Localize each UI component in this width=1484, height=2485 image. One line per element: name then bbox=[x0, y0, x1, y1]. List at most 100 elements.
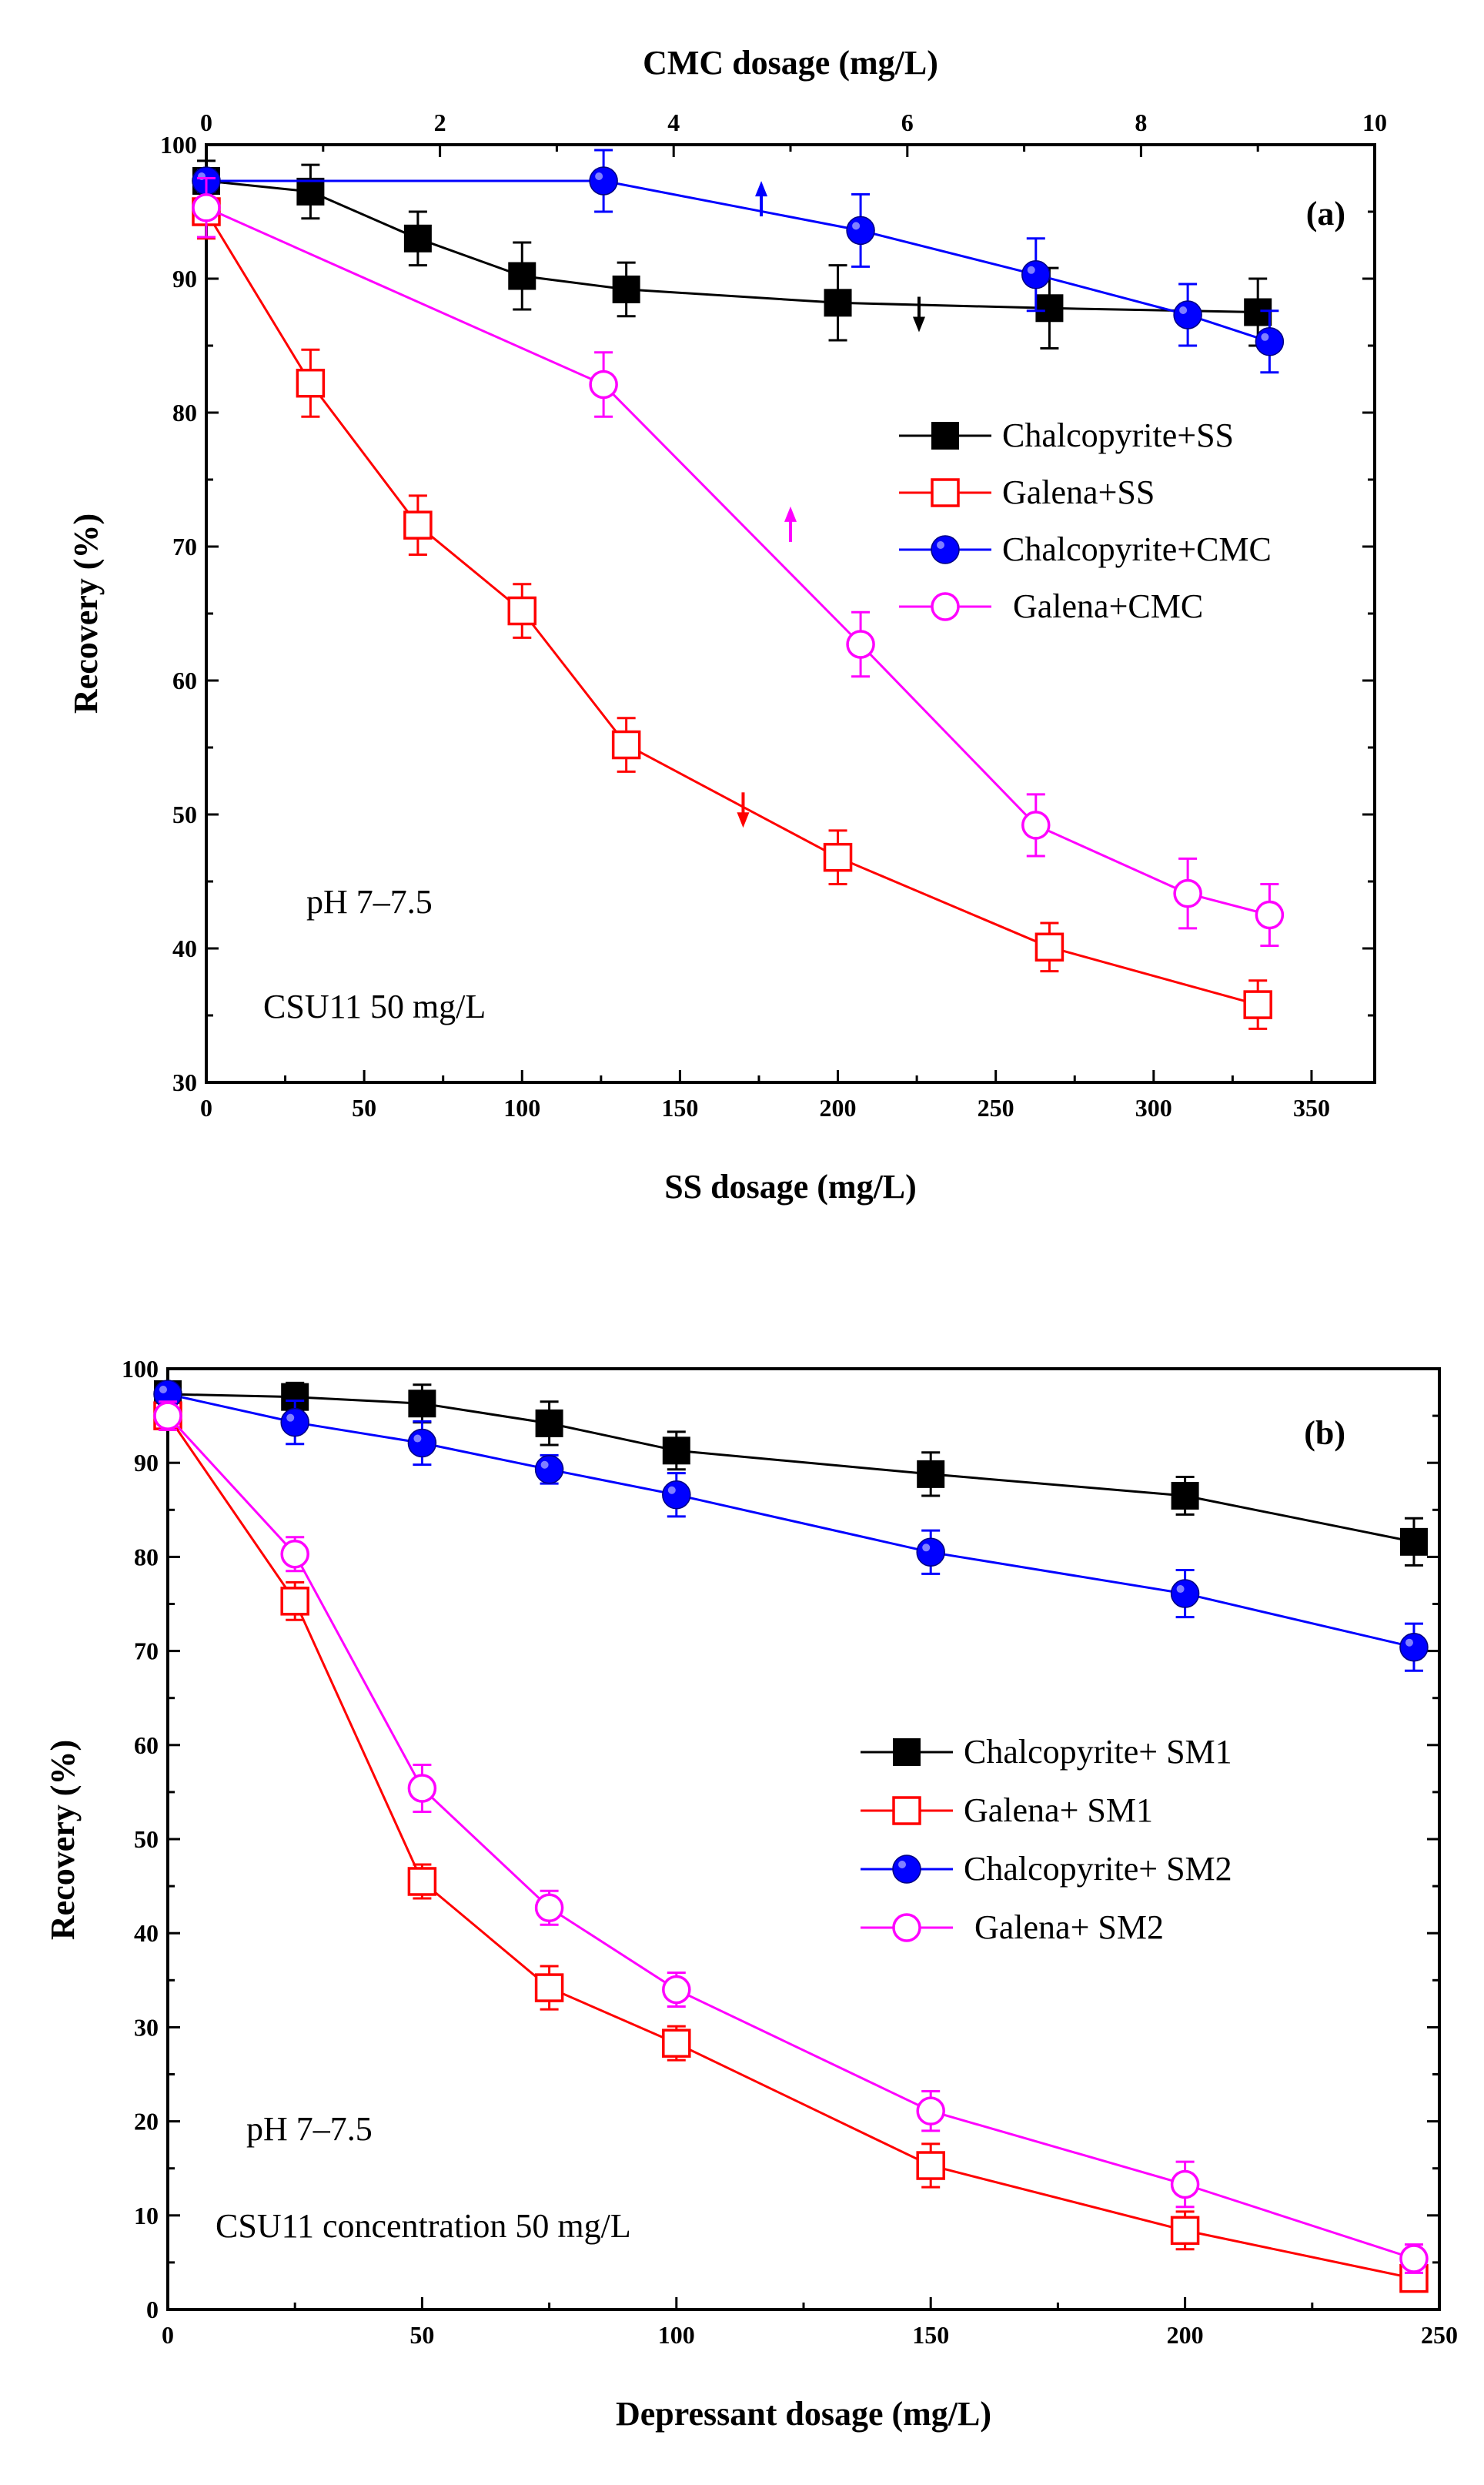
data-point bbox=[403, 510, 433, 540]
data-point bbox=[507, 596, 537, 626]
data-point bbox=[1021, 260, 1051, 289]
data-point bbox=[846, 630, 875, 659]
y-tick-label: 0 bbox=[146, 2296, 159, 2323]
data-point bbox=[1173, 300, 1202, 329]
y-tick-label: 50 bbox=[172, 801, 197, 828]
data-point-highlight bbox=[1261, 333, 1269, 341]
legend-label: Galena+CMC bbox=[1013, 587, 1203, 625]
data-point bbox=[1171, 1481, 1199, 1510]
legend-label: Chalcopyrite+CMC bbox=[1002, 530, 1272, 568]
x2-tick-label: 0 bbox=[200, 109, 212, 136]
data-point bbox=[589, 370, 618, 400]
legend-marker-highlight bbox=[898, 1861, 906, 1868]
legend-item-galena-sm2: Galena+ SM2 bbox=[861, 1908, 1164, 1946]
data-point bbox=[611, 730, 641, 760]
x-tick-label: 100 bbox=[658, 2321, 695, 2349]
series-chalcopyrite-ss-line bbox=[206, 179, 1258, 313]
series-galena-sm2 bbox=[153, 1400, 1429, 2274]
y-tick-label: 60 bbox=[134, 1731, 159, 1759]
arrow-up bbox=[784, 506, 797, 542]
series-chalcopyrite-ss bbox=[192, 159, 1272, 350]
data-point-highlight bbox=[1027, 266, 1035, 274]
y-ticks-b: 0 10 20 30 40 50 60 70 80 90 100 bbox=[122, 1355, 1439, 2323]
y-tick-label: 50 bbox=[134, 1825, 159, 1853]
legend-marker bbox=[931, 478, 960, 507]
data-point bbox=[846, 216, 875, 246]
x-tick-label: 0 bbox=[162, 2321, 174, 2349]
data-point bbox=[916, 2151, 945, 2180]
data-point bbox=[662, 1436, 690, 1465]
legend-label: Galena+SS bbox=[1002, 473, 1155, 511]
x2-tick-label: 8 bbox=[1135, 109, 1147, 136]
data-point-highlight bbox=[667, 1486, 676, 1494]
arrow-head bbox=[755, 181, 768, 197]
data-point-highlight bbox=[286, 1413, 295, 1422]
x-tick-label: 50 bbox=[352, 1094, 376, 1122]
legend-label: Galena+ SM1 bbox=[964, 1791, 1153, 1829]
x-tick-label: 250 bbox=[978, 1094, 1014, 1122]
annotation-ph-a: pH 7–7.5 bbox=[306, 883, 433, 921]
x2-axis-title-a: CMC dosage (mg/L) bbox=[643, 44, 938, 82]
y-tick-label: 60 bbox=[172, 667, 197, 694]
series-group-a bbox=[192, 149, 1285, 1030]
series-chalcopyrite-sm1 bbox=[154, 1380, 1428, 1567]
x-tick-label: 200 bbox=[1167, 2321, 1204, 2349]
data-point bbox=[403, 224, 432, 253]
data-point bbox=[917, 1460, 945, 1488]
arrow-head bbox=[912, 316, 925, 333]
legend-marker bbox=[931, 592, 960, 621]
data-point bbox=[280, 1539, 309, 1569]
data-point bbox=[1170, 2169, 1200, 2199]
legend-item-chalcopyrite-sm1: Chalcopyrite+ SM1 bbox=[861, 1733, 1232, 1771]
arrow-down bbox=[737, 792, 750, 828]
legend-item-chalcopyrite-cmc: Chalcopyrite+CMC bbox=[899, 530, 1272, 568]
legend-a: Chalcopyrite+SS Galena+SS Chalcopyrite+CMC… bbox=[899, 416, 1272, 625]
series-chalcopyrite-sm2-line bbox=[167, 1393, 1415, 1649]
data-point bbox=[296, 177, 325, 206]
series-galena-ss-line bbox=[205, 211, 1258, 1006]
series-galena-sm2-line bbox=[166, 1415, 1415, 2260]
legend-b: Chalcopyrite+ SM1 Galena+ SM1 Chalcopyrite… bbox=[861, 1733, 1232, 1946]
legend-item-chalcopyrite-sm2: Chalcopyrite+ SM2 bbox=[861, 1850, 1232, 1888]
x2-tick-label: 6 bbox=[901, 109, 914, 136]
y-tick-label: 70 bbox=[134, 1637, 159, 1665]
y-tick-label: 80 bbox=[172, 399, 197, 426]
data-point bbox=[1243, 990, 1272, 1019]
y-tick-label: 20 bbox=[134, 2108, 159, 2135]
data-point-highlight bbox=[852, 222, 861, 230]
data-point bbox=[1399, 1632, 1429, 1662]
data-point-highlight bbox=[1405, 1638, 1413, 1647]
data-point bbox=[1170, 2216, 1200, 2246]
series-chalcopyrite-cmc-line bbox=[206, 179, 1270, 343]
data-point bbox=[280, 1587, 309, 1616]
y-tick-label: 90 bbox=[134, 1449, 159, 1477]
x-tick-label: 100 bbox=[503, 1094, 540, 1122]
chart-panel-b: 0 50 100 150 200 250 0 10 20 30 40 50 60 70 80 90 100 C… bbox=[44, 1355, 1458, 2433]
data-point bbox=[408, 1390, 436, 1418]
data-point-highlight bbox=[1179, 306, 1188, 314]
x2-ticks-a: 0 2 4 6 8 10 bbox=[200, 109, 1387, 157]
data-point bbox=[534, 1893, 564, 1922]
series-galena-cmc bbox=[192, 177, 1285, 948]
data-point bbox=[662, 1480, 691, 1510]
data-point bbox=[916, 1537, 945, 1567]
data-point bbox=[612, 275, 640, 303]
data-point bbox=[534, 1973, 564, 2002]
plot-frame-b bbox=[166, 1367, 1441, 2311]
legend-label: Chalcopyrite+ SM2 bbox=[964, 1850, 1232, 1888]
x-tick-label: 300 bbox=[1135, 1094, 1172, 1122]
annotation-conc-a: CSU11 50 mg/L bbox=[263, 988, 486, 1025]
legend-marker bbox=[892, 1913, 921, 1942]
legend-marker bbox=[892, 1855, 921, 1884]
data-point bbox=[1035, 294, 1064, 323]
data-point bbox=[534, 1455, 564, 1484]
data-point bbox=[589, 166, 618, 196]
legend-item-chalcopyrite-ss: Chalcopyrite+SS bbox=[899, 416, 1234, 454]
data-point-highlight bbox=[540, 1460, 549, 1469]
data-point bbox=[508, 262, 536, 290]
data-point bbox=[1244, 298, 1272, 326]
y-axis-title-b: Recovery (%) bbox=[44, 1740, 82, 1940]
legend-marker bbox=[892, 1796, 921, 1825]
data-point bbox=[280, 1407, 309, 1437]
data-point bbox=[1399, 2244, 1429, 2273]
